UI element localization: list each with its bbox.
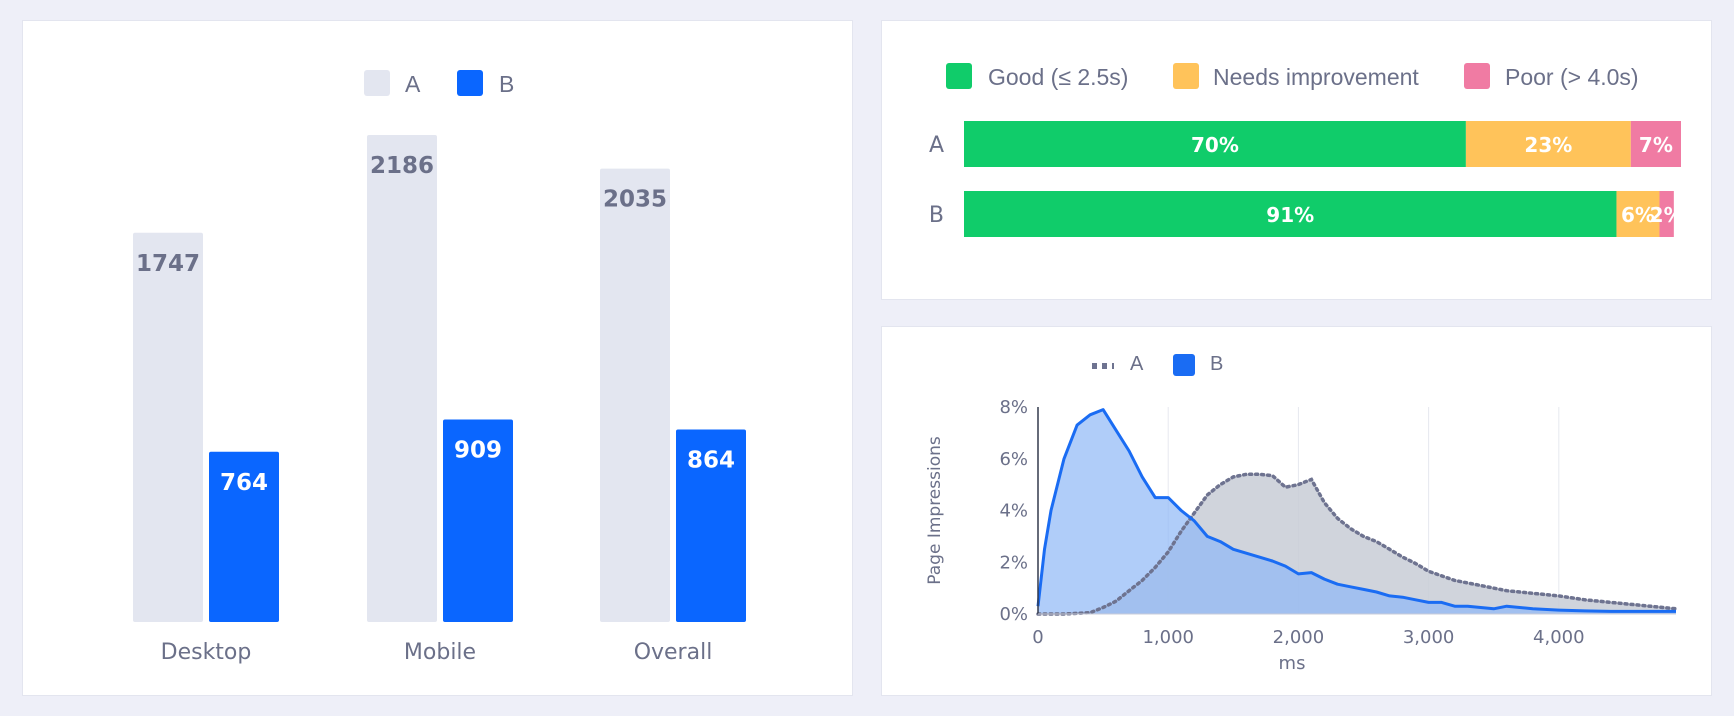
y-tick-label: B bbox=[929, 203, 944, 228]
legend-swatch-poor[interactable] bbox=[1464, 63, 1490, 89]
bar-value-label: 2035 bbox=[603, 187, 667, 213]
segment-label: 6% bbox=[1621, 203, 1655, 227]
segment-label: 91% bbox=[1266, 203, 1314, 227]
y-tick-label: A bbox=[929, 133, 944, 158]
segment-good-a[interactable] bbox=[964, 121, 1466, 167]
segment-poor-b[interactable] bbox=[1659, 191, 1674, 237]
distribution-chart-card: A B 0 1,000 2,000 3,000 4,000 0% 2% 4% 6% 8% ms Pag… bbox=[881, 326, 1712, 696]
bar-chart-card: A B 1747 764 Desktop 2186 909 Mobile 2035 864 Ov… bbox=[22, 20, 853, 696]
x-tick-label: 4,000 bbox=[1533, 627, 1585, 648]
area-fill-b bbox=[1038, 409, 1676, 614]
bar-a-desktop[interactable] bbox=[133, 232, 203, 622]
legend-label-a[interactable]: A bbox=[1130, 353, 1144, 375]
legend-label-poor[interactable]: Poor (> 4.0s) bbox=[1505, 64, 1639, 90]
bar-value-label: 1747 bbox=[136, 251, 200, 277]
bar-a-mobile[interactable] bbox=[367, 135, 437, 622]
legend-swatch-a[interactable] bbox=[364, 70, 390, 96]
y-tick-label: 6% bbox=[999, 449, 1028, 470]
segment-label: 7% bbox=[1639, 133, 1673, 157]
bar-value-label: 864 bbox=[687, 448, 735, 474]
bar-value-label: 909 bbox=[454, 437, 502, 463]
x-tick-label: 1,000 bbox=[1142, 627, 1194, 648]
series-line-b[interactable] bbox=[1036, 408, 1676, 613]
y-axis-label: Page Impressions bbox=[925, 436, 945, 585]
legend-swatch-good[interactable] bbox=[946, 63, 972, 89]
segment-needs-improvement-a[interactable] bbox=[1465, 121, 1631, 167]
bar-b-desktop[interactable] bbox=[209, 451, 279, 622]
y-tick-label: 4% bbox=[999, 501, 1028, 522]
y-tick-label: 2% bbox=[999, 552, 1028, 573]
bar-b-overall[interactable] bbox=[676, 429, 746, 622]
x-tick-label: Overall bbox=[634, 640, 713, 665]
y-tick-label: 8% bbox=[999, 397, 1028, 418]
legend-swatch-b[interactable] bbox=[1173, 354, 1195, 376]
legend-label-a[interactable]: A bbox=[405, 71, 421, 97]
legend-swatch-b[interactable] bbox=[457, 70, 483, 96]
y-tick-label: 0% bbox=[999, 604, 1028, 625]
x-tick-label: 2,000 bbox=[1273, 627, 1325, 648]
distribution-area-chart: 0 1,000 2,000 3,000 4,000 0% 2% 4% 6% 8% ms Page Im… bbox=[925, 397, 1678, 674]
x-tick-label: Desktop bbox=[161, 640, 252, 665]
x-tick-label: 3,000 bbox=[1403, 627, 1455, 648]
grouped-bar-chart: 1747 764 Desktop 2186 909 Mobile 2035 864 Overal… bbox=[133, 135, 746, 665]
segment-poor-a[interactable] bbox=[1630, 121, 1681, 167]
bar-a-overall[interactable] bbox=[600, 168, 670, 622]
legend-label-b[interactable]: B bbox=[499, 71, 515, 97]
stacked-bar-card: Good (≤ 2.5s) Needs improvement Poor (> … bbox=[881, 20, 1712, 300]
bar-value-label: 2186 bbox=[370, 153, 434, 179]
x-tick-label: 0 bbox=[1032, 627, 1043, 648]
segment-needs-improvement-b[interactable] bbox=[1616, 191, 1660, 237]
segment-good-b[interactable] bbox=[964, 191, 1617, 237]
x-tick-label: Mobile bbox=[404, 640, 476, 665]
series-line-a[interactable] bbox=[1036, 472, 1678, 616]
stacked-bar-chart: A 70% 23% 7% B 91% 6%2% bbox=[929, 121, 1684, 237]
legend-swatch-needs-improvement[interactable] bbox=[1173, 63, 1199, 89]
segment-label: 23% bbox=[1524, 133, 1572, 157]
legend-label-b[interactable]: B bbox=[1210, 353, 1224, 375]
legend-label-good[interactable]: Good (≤ 2.5s) bbox=[988, 64, 1129, 90]
segment-label: 2% bbox=[1650, 203, 1684, 227]
bar-b-mobile[interactable] bbox=[443, 419, 513, 622]
legend-label-needs-improvement[interactable]: Needs improvement bbox=[1213, 64, 1419, 90]
bar-value-label: 764 bbox=[220, 470, 268, 496]
x-axis-label: ms bbox=[1279, 653, 1306, 674]
segment-label: 70% bbox=[1191, 133, 1239, 157]
